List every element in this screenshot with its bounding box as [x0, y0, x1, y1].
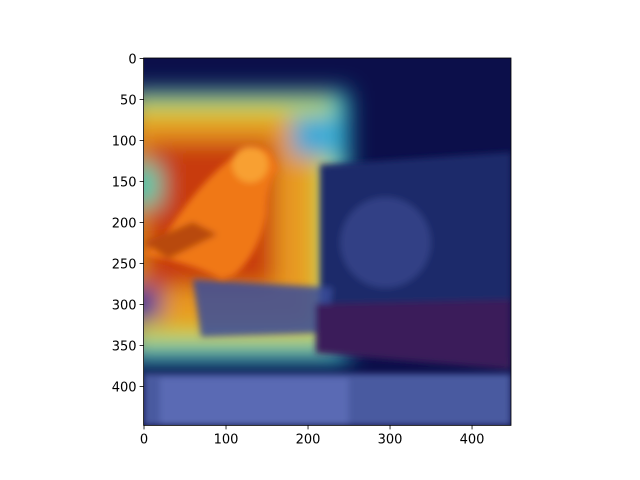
y-tick-label: 200 — [112, 216, 137, 231]
x-tick-label: 0 — [140, 432, 148, 447]
x-tick-label: 400 — [460, 432, 485, 447]
y-tick-label: 100 — [112, 134, 137, 149]
y-tick-label: 150 — [112, 175, 137, 190]
x-tick-label: 200 — [296, 432, 321, 447]
y-tick-label: 400 — [112, 380, 137, 395]
x-tick-label: 100 — [214, 432, 239, 447]
heatmap-image — [143, 58, 511, 426]
y-tick-label: 300 — [112, 298, 137, 313]
y-tick-label: 350 — [112, 339, 137, 354]
x-tick-label: 300 — [378, 432, 403, 447]
axes-frame — [143, 57, 512, 426]
y-tick-label: 50 — [120, 93, 137, 108]
y-tick-label: 250 — [112, 257, 137, 272]
y-tick-label: 0 — [128, 52, 136, 67]
